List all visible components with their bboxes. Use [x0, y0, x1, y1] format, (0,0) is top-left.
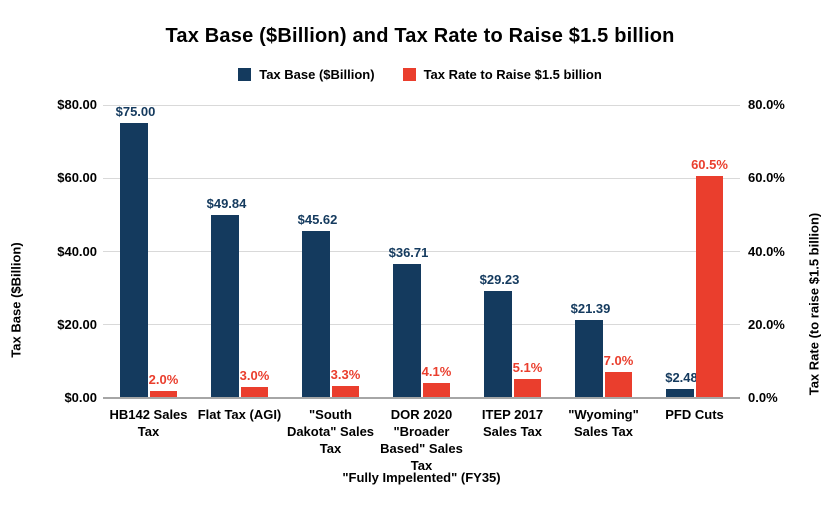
tax-base-bar[interactable]	[392, 263, 421, 398]
gridline	[103, 251, 740, 252]
x-category-label-line: Flat Tax (AGI)	[197, 407, 282, 422]
legend-swatch-tax-base-icon	[238, 68, 252, 81]
tax-rate-bar[interactable]	[331, 385, 359, 398]
x-category-label-line: "Wyoming"	[568, 407, 639, 422]
x-category-label: Flat Tax (AGI)	[185, 406, 295, 423]
tax-rate-bar[interactable]	[149, 390, 177, 398]
legend-item-tax-base[interactable]: Tax Base ($Billion)	[238, 67, 375, 82]
tax-rate-value-label: 4.1%	[421, 363, 452, 379]
chart-title: Tax Base ($Billion) and Tax Rate to Rais…	[165, 25, 675, 47]
tax-base-value-label: $21.39	[570, 300, 611, 316]
x-category-label-line: Sales Tax	[482, 424, 543, 439]
gridline	[103, 177, 740, 179]
tax-rate-value-label: 3.3%	[330, 366, 361, 382]
x-category-label-line: Dakota" Sales	[286, 424, 375, 439]
gridline	[103, 104, 740, 106]
tax-rate-bar[interactable]	[422, 382, 450, 398]
right-tick-label: 20.0%	[748, 316, 785, 332]
x-category-label-line: Based" Sales	[380, 441, 463, 456]
tax-base-value-label: $29.23	[479, 271, 520, 287]
x-category-label-line: Tax	[319, 441, 342, 456]
legend-item-tax-rate[interactable]: Tax Rate to Raise $1.5 billion	[402, 67, 602, 82]
left-tick-label: $20.00	[57, 316, 97, 332]
x-category-label-line: ITEP 2017	[481, 407, 544, 422]
tax-base-bar[interactable]	[119, 123, 148, 398]
x-category-label-line: HB142 Sales	[109, 407, 188, 422]
left-tick-label: $40.00	[57, 243, 97, 259]
right-tick-label: 0.0%	[748, 390, 778, 405]
x-category-label-line: "South	[309, 407, 352, 422]
tax-base-value-label: $49.84	[206, 196, 247, 212]
x-category-label-line: DOR 2020	[390, 407, 453, 422]
x-category-label-line: PFD Cuts	[665, 407, 724, 422]
x-category-label: DOR 2020 "Broader Based" Sales Tax	[367, 406, 477, 474]
axis-baseline	[103, 397, 740, 399]
right-tick-label: 80.0%	[748, 97, 785, 112]
x-category-label: "South Dakota" Sales Tax	[276, 406, 386, 457]
tax-rate-value-label: 5.1%	[512, 360, 543, 376]
tax-base-bar[interactable]	[210, 215, 239, 398]
right-tick-label: 40.0%	[748, 243, 785, 259]
tax-base-value-label: $36.71	[388, 244, 429, 260]
tax-rate-value-label: 2.0%	[148, 371, 179, 387]
legend-label-tax-base: Tax Base ($Billion)	[259, 67, 375, 82]
x-category-label-line: Tax	[137, 424, 160, 439]
x-category-label-line: "Broader	[393, 424, 450, 439]
legend-swatch-tax-rate-icon	[402, 68, 416, 81]
x-category-label-line: Sales Tax	[573, 424, 634, 439]
x-category-label: ITEP 2017 Sales Tax	[458, 406, 568, 440]
left-tick-label: $0.00	[64, 390, 97, 405]
tax-base-bar[interactable]	[301, 230, 330, 398]
left-tick-label: $60.00	[57, 170, 97, 186]
x-axis-title: "Fully Impelented" (FY35)	[342, 470, 501, 485]
tax-rate-bar[interactable]	[240, 387, 268, 398]
x-category-label: HB142 Sales Tax	[94, 406, 204, 440]
tax-rate-bar[interactable]	[695, 176, 723, 398]
tax-base-bar[interactable]	[574, 319, 603, 398]
tax-base-bar[interactable]	[665, 388, 694, 398]
tax-rate-value-label: 7.0%	[603, 353, 634, 369]
tax-base-bar[interactable]	[483, 290, 512, 398]
tax-base-value-label: $2.48	[665, 369, 698, 385]
tax-rate-bar[interactable]	[513, 379, 541, 398]
tax-base-value-label: $45.62	[297, 211, 338, 227]
tax-rate-bar[interactable]	[604, 372, 632, 398]
legend-label-tax-rate: Tax Rate to Raise $1.5 billion	[423, 67, 602, 82]
x-category-label: PFD Cuts	[640, 406, 750, 423]
x-category-label-line: Tax	[410, 458, 433, 473]
tax-rate-value-label: 3.0%	[239, 368, 270, 383]
left-tick-label: $80.00	[57, 97, 97, 112]
legend: Tax Base ($Billion) Tax Rate to Raise $1…	[0, 67, 840, 82]
gridline	[103, 324, 740, 326]
right-tick-label: 60.0%	[748, 170, 785, 186]
x-category-label: "Wyoming" Sales Tax	[549, 406, 659, 440]
tax-rate-value-label: 60.5%	[691, 157, 728, 173]
tax-base-value-label: $75.00	[115, 104, 156, 120]
